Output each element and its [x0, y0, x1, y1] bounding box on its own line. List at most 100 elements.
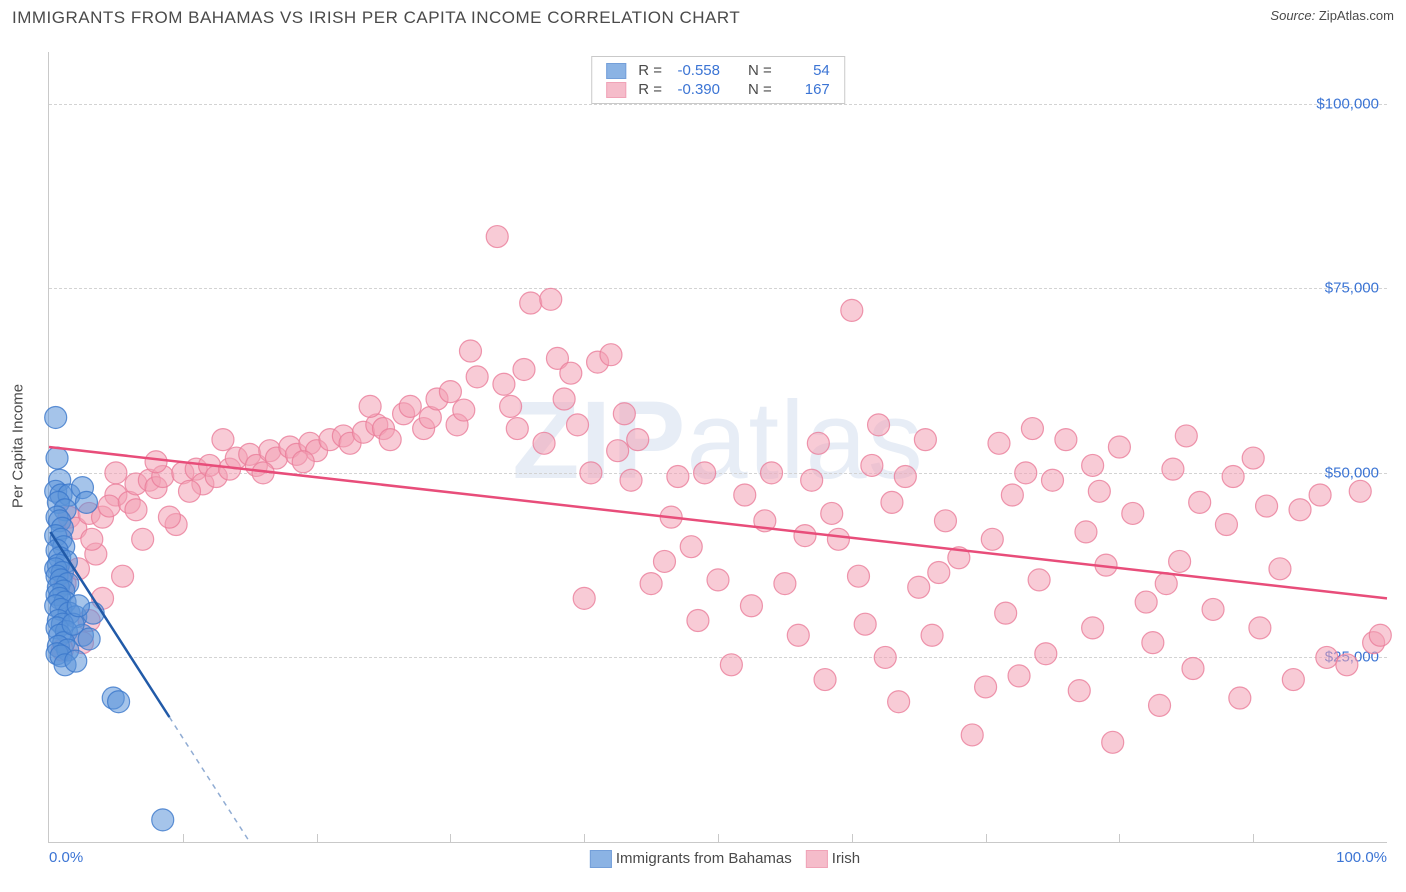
data-point: [513, 358, 535, 380]
data-point: [1149, 694, 1171, 716]
data-point: [1175, 425, 1197, 447]
data-point: [65, 650, 87, 672]
data-point: [359, 395, 381, 417]
data-point: [45, 406, 67, 428]
data-point: [908, 576, 930, 598]
data-point: [720, 654, 742, 676]
data-point: [1082, 617, 1104, 639]
stats-table: R =-0.558N =54R =-0.390N =167: [602, 61, 834, 99]
data-point: [928, 562, 950, 584]
data-point: [827, 528, 849, 550]
data-point: [807, 432, 829, 454]
data-point: [1001, 484, 1023, 506]
data-point: [627, 429, 649, 451]
data-point: [1068, 680, 1090, 702]
data-point: [533, 432, 555, 454]
data-point: [1008, 665, 1030, 687]
data-point: [1215, 514, 1237, 536]
data-point: [1242, 447, 1264, 469]
bottom-legend: Immigrants from BahamasIrish: [576, 850, 860, 868]
data-point: [46, 447, 68, 469]
data-point: [112, 565, 134, 587]
x-tick-max: 100.0%: [1336, 849, 1387, 866]
stats-row: R =-0.558N =54: [602, 61, 834, 80]
data-point: [486, 226, 508, 248]
data-point: [1088, 480, 1110, 502]
data-point: [493, 373, 515, 395]
stat-n-value: 167: [780, 81, 830, 98]
data-point: [981, 528, 1003, 550]
data-point: [1289, 499, 1311, 521]
data-point: [934, 510, 956, 532]
data-point: [975, 676, 997, 698]
data-point: [1349, 480, 1371, 502]
data-point: [125, 499, 147, 521]
data-point: [1122, 502, 1144, 524]
data-point: [995, 602, 1017, 624]
data-point: [540, 288, 562, 310]
data-point: [613, 403, 635, 425]
data-point: [1202, 598, 1224, 620]
data-point: [821, 502, 843, 524]
data-point: [600, 344, 622, 366]
data-point: [761, 462, 783, 484]
data-point: [500, 395, 522, 417]
data-point: [1162, 458, 1184, 480]
data-point: [914, 429, 936, 451]
data-point: [466, 366, 488, 388]
data-point: [988, 432, 1010, 454]
data-point: [553, 388, 575, 410]
stat-n-value: 54: [780, 62, 830, 79]
legend-swatch: [606, 82, 626, 98]
data-point: [814, 669, 836, 691]
data-point: [132, 528, 154, 550]
data-point: [453, 399, 475, 421]
data-point: [1021, 418, 1043, 440]
data-point: [506, 418, 528, 440]
data-point: [439, 381, 461, 403]
data-point: [1222, 466, 1244, 488]
stat-r-label: R =: [634, 80, 666, 99]
data-point: [212, 429, 234, 451]
data-point: [653, 550, 675, 572]
legend-label: Irish: [832, 850, 860, 867]
data-point: [607, 440, 629, 462]
data-point: [178, 480, 200, 502]
data-point: [774, 573, 796, 595]
data-point: [75, 491, 97, 513]
source-name: ZipAtlas.com: [1319, 8, 1394, 23]
data-point: [1055, 429, 1077, 451]
data-point: [921, 624, 943, 646]
data-point: [459, 340, 481, 362]
data-point: [580, 462, 602, 484]
data-point: [1155, 573, 1177, 595]
data-point: [1035, 643, 1057, 665]
data-point: [694, 462, 716, 484]
data-point: [567, 414, 589, 436]
data-point: [1182, 657, 1204, 679]
data-point: [292, 451, 314, 473]
data-point: [1269, 558, 1291, 580]
data-point: [888, 691, 910, 713]
stat-r-value: -0.390: [670, 81, 720, 98]
data-point: [841, 299, 863, 321]
data-point: [640, 573, 662, 595]
stats-row: R =-0.390N =167: [602, 80, 834, 99]
data-point: [1135, 591, 1157, 613]
stats-legend-box: R =-0.558N =54R =-0.390N =167: [591, 56, 845, 104]
data-point: [1309, 484, 1331, 506]
data-point: [1189, 491, 1211, 513]
data-point: [98, 495, 120, 517]
plot-area: ZIPatlas $25,000$50,000$75,000$100,000 R…: [48, 52, 1387, 843]
data-point: [801, 469, 823, 491]
data-point: [894, 466, 916, 488]
data-point: [1028, 569, 1050, 591]
stat-n-label: N =: [744, 61, 776, 80]
data-point: [1102, 731, 1124, 753]
chart-svg: [49, 52, 1387, 842]
data-point: [1075, 521, 1097, 543]
data-point: [81, 528, 103, 550]
trend-line-dashed: [169, 717, 249, 842]
chart-title: IMMIGRANTS FROM BAHAMAS VS IRISH PER CAP…: [12, 8, 740, 27]
data-point: [1256, 495, 1278, 517]
